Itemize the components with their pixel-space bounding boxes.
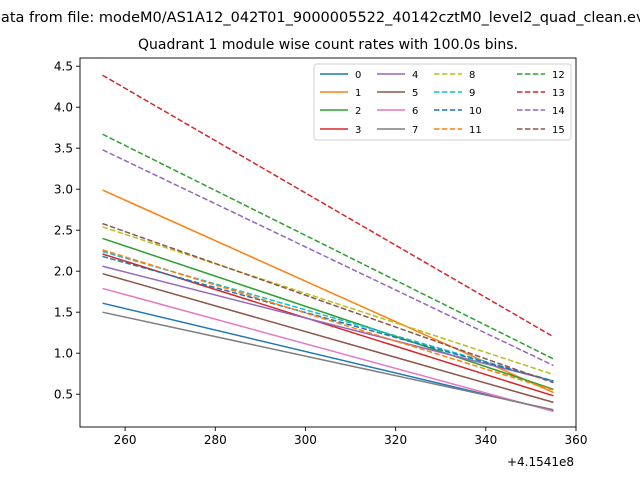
x-tick-label: 280 bbox=[204, 433, 227, 447]
y-tick-label: 0.5 bbox=[54, 388, 73, 402]
legend-label-5: 5 bbox=[412, 88, 418, 99]
legend-label-6: 6 bbox=[412, 106, 418, 117]
legend-label-11: 11 bbox=[469, 125, 482, 136]
x-tick-label: 320 bbox=[384, 433, 407, 447]
y-tick-label: 4.5 bbox=[54, 60, 73, 74]
series-line-9 bbox=[102, 250, 554, 382]
series-line-6 bbox=[102, 287, 554, 413]
legend-label-12: 12 bbox=[552, 70, 565, 81]
x-tick-label: 300 bbox=[294, 433, 317, 447]
series-line-10 bbox=[102, 255, 554, 382]
y-tick-label: 3.0 bbox=[54, 183, 73, 197]
y-tick-label: 3.5 bbox=[54, 142, 73, 156]
plot-lines bbox=[102, 74, 554, 413]
figure-suptitle: Data from file: modeM0/AS1A12_042T01_900… bbox=[0, 10, 640, 26]
legend-label-9: 9 bbox=[469, 88, 475, 99]
series-line-7 bbox=[102, 311, 554, 411]
y-tick-label: 1.0 bbox=[54, 347, 73, 361]
series-line-2 bbox=[102, 237, 554, 390]
legend-label-10: 10 bbox=[469, 106, 482, 117]
legend-label-14: 14 bbox=[552, 106, 565, 117]
series-line-0 bbox=[102, 302, 554, 412]
series-line-4 bbox=[102, 265, 554, 382]
x-tick-label: 260 bbox=[114, 433, 137, 447]
legend-label-7: 7 bbox=[412, 125, 418, 136]
legend-label-8: 8 bbox=[469, 70, 475, 81]
legend-label-2: 2 bbox=[355, 106, 361, 117]
legend-label-15: 15 bbox=[552, 125, 565, 136]
y-axis: 0.5 1.0 1.5 2.0 2.5 3.0 3.5 4.0 4.5 bbox=[54, 60, 80, 402]
x-tick-label: 340 bbox=[474, 433, 497, 447]
series-line-5 bbox=[102, 272, 554, 404]
y-tick-label: 1.5 bbox=[54, 306, 73, 320]
x-tick-label: 360 bbox=[565, 433, 588, 447]
legend-label-4: 4 bbox=[412, 70, 418, 81]
series-line-8 bbox=[102, 226, 554, 376]
x-axis: 260 280 300 320 340 360 bbox=[114, 427, 588, 447]
legend-box bbox=[313, 63, 572, 141]
series-line-3 bbox=[102, 253, 554, 397]
series-line-14 bbox=[102, 149, 554, 367]
y-tick-label: 2.0 bbox=[54, 265, 73, 279]
series-line-15 bbox=[102, 222, 554, 384]
x-axis-offset-label: +4.1541e8 bbox=[507, 455, 574, 469]
y-tick-label: 2.5 bbox=[54, 224, 73, 238]
chart-title: Quadrant 1 module wise count rates with … bbox=[138, 37, 518, 53]
y-tick-label: 4.0 bbox=[54, 101, 73, 115]
legend-label-13: 13 bbox=[552, 88, 565, 99]
legend-label-1: 1 bbox=[355, 88, 361, 99]
series-line-12 bbox=[102, 133, 554, 360]
axes-frame bbox=[79, 57, 577, 428]
legend-label-3: 3 bbox=[355, 125, 361, 136]
legend-label-0: 0 bbox=[355, 70, 361, 81]
